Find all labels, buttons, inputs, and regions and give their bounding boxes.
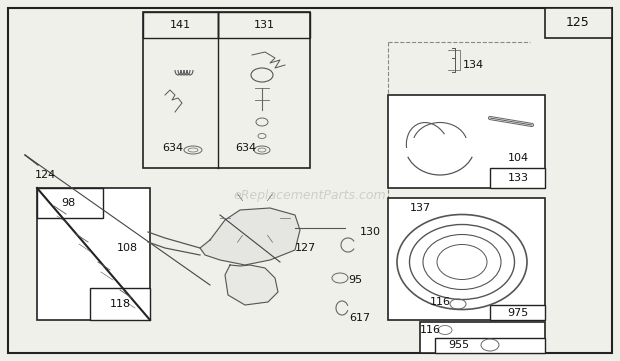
Text: 133: 133 — [508, 173, 528, 183]
Bar — [218, 12, 310, 38]
Bar — [545, 8, 612, 38]
Text: 127: 127 — [295, 243, 316, 253]
Text: 634: 634 — [235, 143, 256, 153]
Text: 125: 125 — [566, 17, 590, 30]
Bar — [388, 95, 545, 188]
Bar — [90, 288, 150, 320]
Bar — [420, 322, 545, 353]
Text: 98: 98 — [61, 198, 75, 208]
Text: 95: 95 — [348, 275, 362, 285]
Bar — [435, 338, 545, 353]
Text: 131: 131 — [254, 20, 275, 30]
Text: eReplacementParts.com: eReplacementParts.com — [234, 188, 386, 201]
Bar — [490, 168, 545, 188]
Text: 141: 141 — [169, 20, 190, 30]
Text: 955: 955 — [448, 340, 469, 350]
Text: 116: 116 — [430, 297, 451, 307]
Text: 118: 118 — [110, 299, 131, 309]
Bar — [37, 188, 103, 218]
Text: 104: 104 — [508, 153, 529, 163]
Text: 108: 108 — [117, 243, 138, 253]
Bar — [388, 198, 545, 320]
Bar — [143, 12, 218, 38]
Text: 124: 124 — [34, 170, 56, 180]
Text: 130: 130 — [360, 227, 381, 237]
Text: 137: 137 — [410, 203, 431, 213]
Text: 617: 617 — [350, 313, 371, 323]
Text: 634: 634 — [162, 143, 183, 153]
Polygon shape — [200, 208, 300, 265]
Text: 975: 975 — [507, 308, 529, 318]
Text: 116: 116 — [420, 325, 441, 335]
Bar — [490, 305, 545, 320]
Polygon shape — [225, 265, 278, 305]
Text: 134: 134 — [463, 60, 484, 70]
Bar — [37, 188, 150, 320]
Bar — [143, 12, 310, 168]
